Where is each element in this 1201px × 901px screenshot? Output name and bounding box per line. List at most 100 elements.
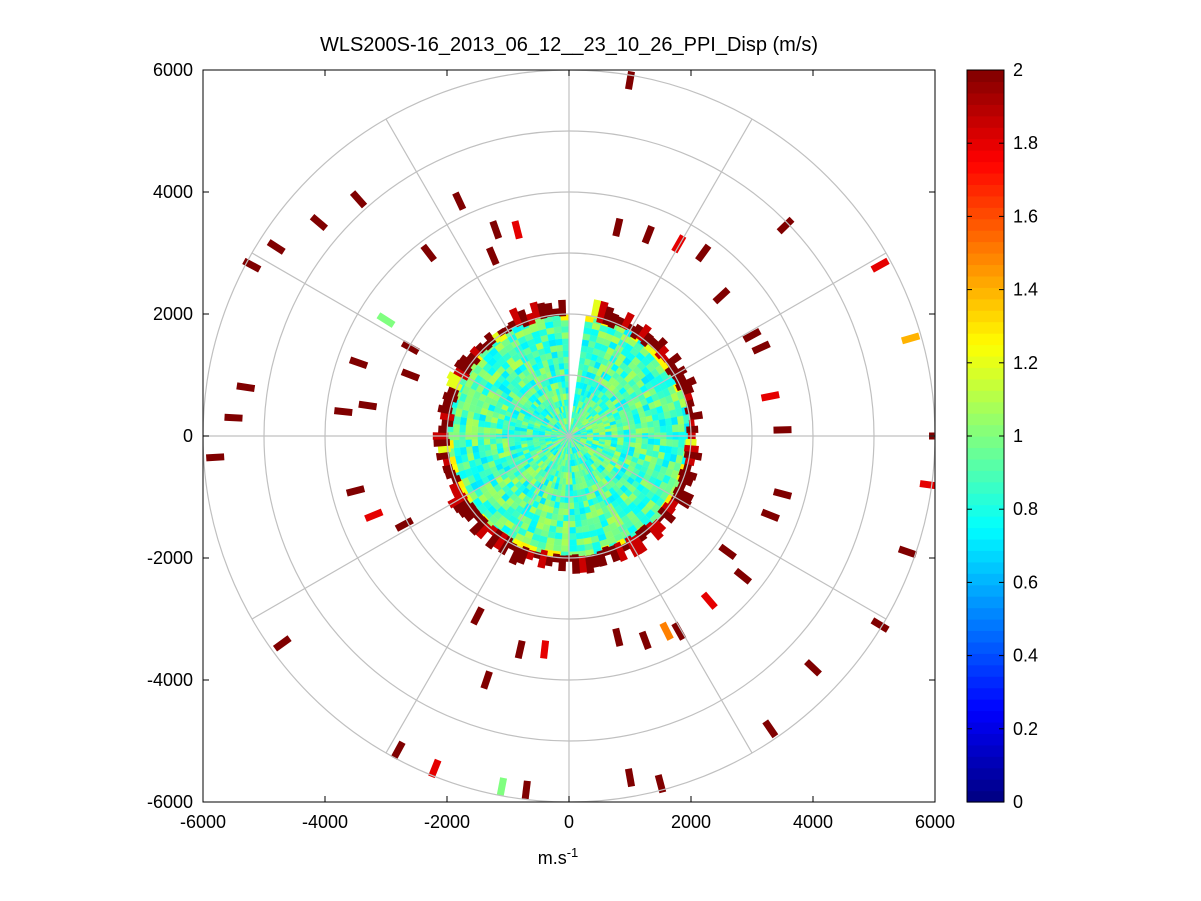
scatter-cell	[870, 617, 890, 633]
core-cell	[495, 428, 503, 434]
core-cell	[568, 533, 577, 540]
colorbar-step	[967, 721, 1004, 734]
colorbar-step	[967, 744, 1004, 757]
colorbar-step	[967, 378, 1004, 391]
core-cell	[471, 439, 479, 447]
colorbar-step	[967, 355, 1004, 368]
colorbar-step	[967, 218, 1004, 231]
core-cell	[563, 356, 570, 364]
core-cell	[568, 545, 578, 553]
scatter-cell	[511, 220, 523, 240]
colorbar: 0 0.2 0.4 0.6 0.8 1 1.2 1.4 1.6 1.8 2	[966, 60, 1038, 812]
edge-cell	[584, 555, 595, 574]
edge-cell	[678, 468, 698, 481]
edge-cell	[537, 549, 548, 569]
edge-cell	[558, 555, 567, 572]
core-cell	[465, 424, 473, 433]
colorbar-step	[967, 287, 1004, 300]
edge-cell	[645, 521, 664, 541]
core-cell	[665, 439, 673, 448]
colorbar-step	[967, 207, 1004, 220]
core-cell	[477, 426, 485, 434]
scatter-cell	[897, 545, 918, 559]
core-cell	[678, 423, 685, 433]
edge-cell	[661, 501, 676, 516]
y-tick-label: 6000	[153, 60, 193, 80]
colorbar-step	[967, 493, 1004, 506]
colorbar-step	[967, 481, 1004, 494]
colorbar-step	[967, 81, 1004, 94]
core-cell	[551, 351, 559, 359]
edge-cell	[466, 352, 481, 366]
scatter-cell	[776, 216, 795, 235]
colorbar-step	[967, 310, 1004, 323]
core-cell	[635, 428, 643, 434]
edge-cell	[578, 555, 588, 574]
colorbar-tick-label: 0.6	[1013, 572, 1038, 592]
core-cell	[568, 502, 575, 510]
core-cell	[471, 445, 480, 454]
core-cell	[599, 432, 606, 436]
colorbar-step	[967, 172, 1004, 185]
x-tick-label: 6000	[915, 812, 955, 832]
y-tick-label: -2000	[147, 548, 193, 568]
core-cell	[552, 320, 562, 328]
edge-cell	[446, 371, 462, 384]
x-tick-label: -6000	[180, 812, 226, 832]
edge-cell	[634, 528, 648, 543]
core-cell	[568, 527, 576, 534]
x-axis-label-exponent: -1	[567, 845, 579, 860]
colorbar-tick-label: 0	[1013, 792, 1023, 812]
colorbar-step	[967, 138, 1004, 151]
y-tick-label: 0	[183, 426, 193, 446]
core-cell	[611, 430, 618, 435]
core-cell	[495, 438, 503, 444]
colorbar-step	[967, 367, 1004, 380]
core-cell	[563, 502, 570, 510]
spoke-line	[568, 435, 753, 754]
core-cell	[629, 428, 637, 435]
core-cell	[465, 439, 473, 448]
scatter-cell	[394, 517, 414, 532]
colorbar-step	[967, 699, 1004, 712]
core-cell	[459, 424, 467, 433]
scatter-cell	[390, 740, 406, 760]
scatter-cell	[700, 591, 718, 610]
edge-cell	[571, 554, 581, 574]
core-cell	[575, 526, 583, 534]
spoke-line	[568, 435, 887, 620]
colorbar-tick-label: 1.4	[1013, 280, 1038, 300]
core-cell	[576, 544, 586, 552]
colorbar-step	[967, 710, 1004, 723]
colorbar-step	[967, 264, 1004, 277]
scatter-cell	[224, 413, 243, 422]
scatter-cell	[364, 508, 384, 522]
core-cell	[557, 508, 565, 516]
colorbar-step	[967, 92, 1004, 105]
edge-cell	[677, 475, 694, 487]
scatter-cell	[772, 488, 793, 500]
scatter-cell	[309, 213, 329, 232]
colorbar-step	[967, 241, 1004, 254]
scatter-cell	[641, 225, 655, 245]
core-cell	[572, 490, 578, 498]
core-cell	[659, 425, 667, 433]
core-cell	[560, 374, 566, 382]
edge-cell	[508, 545, 523, 566]
scatter-cell	[376, 312, 396, 328]
core-cell	[605, 431, 612, 435]
edge-cell	[657, 514, 665, 523]
colorbar-step	[967, 756, 1004, 769]
core-cell	[571, 478, 576, 485]
core-cell	[496, 442, 504, 449]
core-cell	[617, 430, 625, 435]
core-cell	[562, 338, 570, 345]
colorbar-step	[967, 70, 1004, 83]
core-cell	[579, 513, 587, 521]
colorbar-step	[967, 779, 1004, 792]
scatter-cell	[272, 635, 292, 652]
y-tick-label: 4000	[153, 182, 193, 202]
core-cell	[477, 438, 485, 446]
edge-cell	[608, 544, 621, 563]
